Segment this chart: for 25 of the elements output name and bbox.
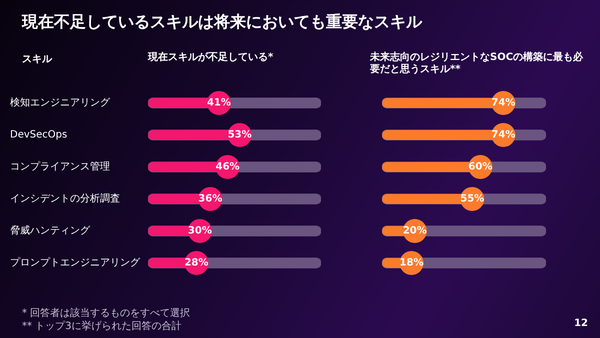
data-label: 55% bbox=[460, 194, 484, 205]
data-label: 18% bbox=[400, 258, 424, 269]
data-label: 74% bbox=[491, 98, 516, 109]
y-tick-label: 検知エンジニアリング bbox=[10, 96, 111, 109]
y-tick-label: プロンプトエンジニアリング bbox=[10, 256, 141, 269]
chart-subtitle: 未来志向のレジリエントなSOCの構築に最も必要だと思うスキル** bbox=[370, 52, 584, 76]
data-label: 36% bbox=[198, 194, 222, 205]
data-label: 46% bbox=[216, 162, 240, 173]
y-tick-label: インシデントの分析調査 bbox=[10, 192, 120, 205]
data-label: 20% bbox=[402, 226, 427, 237]
y-tick-label: コンプライアンス管理 bbox=[10, 160, 110, 173]
y-tick-label: DevSecOps bbox=[10, 130, 68, 141]
text: 12 bbox=[574, 318, 588, 329]
chart-title: 現在不足しているスキルは将来においても重要なスキル bbox=[22, 12, 422, 33]
data-label: 41% bbox=[206, 98, 231, 109]
y-tick-label: 脅威ハンティング bbox=[10, 224, 91, 237]
text: * 回答者は該当するものをすべて選択 bbox=[22, 306, 190, 320]
y-axis-title: スキル bbox=[22, 53, 52, 66]
data-label: 60% bbox=[468, 162, 492, 173]
data-label: 53% bbox=[228, 130, 252, 141]
data-label: 30% bbox=[188, 226, 212, 237]
text: ** トップ3に挙げられた回答の合計 bbox=[22, 320, 182, 333]
data-label: 74% bbox=[491, 130, 516, 141]
chart-subtitle: 現在スキルが不足している* bbox=[148, 52, 274, 63]
data-label: 28% bbox=[184, 258, 208, 269]
